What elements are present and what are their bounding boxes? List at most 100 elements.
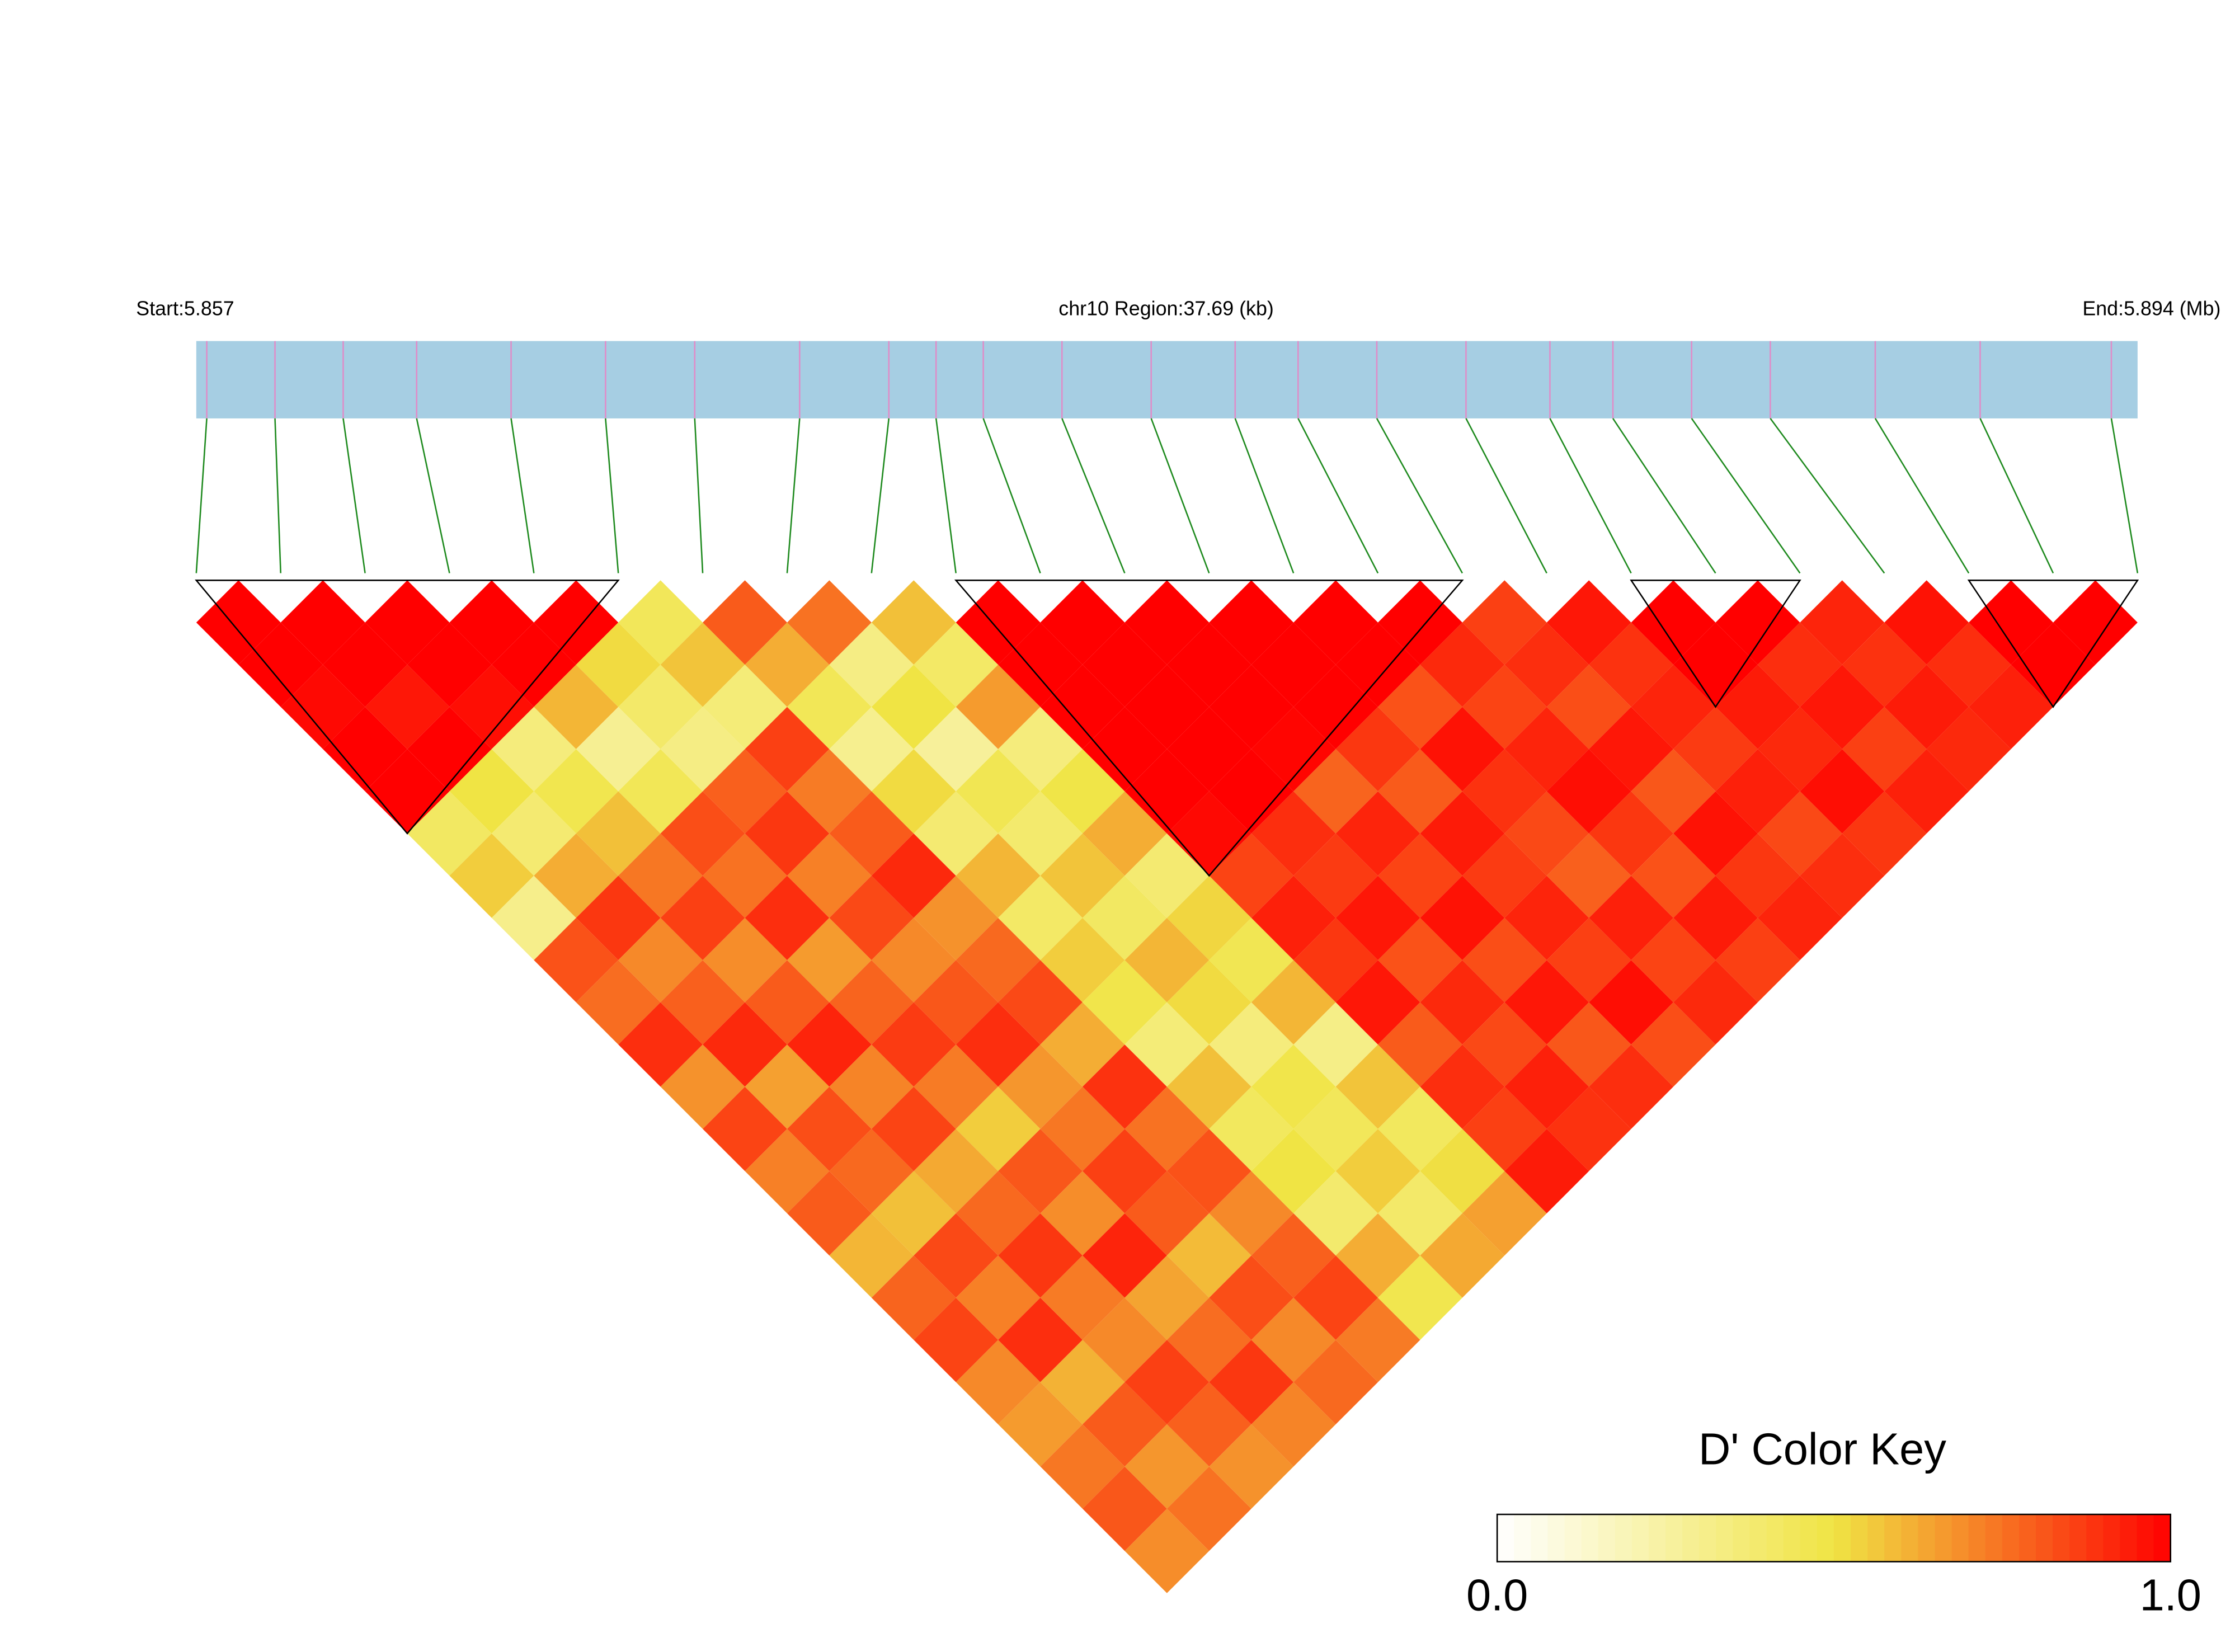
color-key-swatch bbox=[1733, 1514, 1751, 1562]
ld-cell bbox=[407, 791, 492, 876]
color-key-swatch bbox=[1514, 1514, 1532, 1562]
color-key-swatch bbox=[1867, 1514, 1885, 1562]
snp-connector bbox=[416, 418, 450, 573]
ld-cell bbox=[1546, 580, 1631, 665]
snp-connector bbox=[195, 418, 208, 573]
ld-cell bbox=[1166, 1128, 1251, 1213]
ld-cell bbox=[745, 707, 830, 792]
color-key-swatch bbox=[2036, 1514, 2053, 1562]
snp-connector bbox=[1691, 418, 1801, 574]
color-key-swatch bbox=[1800, 1514, 1818, 1562]
ld-cells bbox=[196, 580, 2138, 1593]
ld-cell bbox=[1631, 580, 1716, 665]
color-key-swatch bbox=[2018, 1514, 2036, 1562]
snp-connector bbox=[274, 418, 281, 573]
snp-connector bbox=[1612, 418, 1716, 574]
end-label: End:5.894 (Mb) bbox=[2082, 298, 2220, 320]
color-key-tick-label: 0.0 bbox=[1466, 1570, 1528, 1620]
color-key-swatch bbox=[1951, 1514, 1969, 1562]
ld-cell bbox=[1124, 1086, 1210, 1171]
snp-connector bbox=[786, 418, 801, 573]
ld-block-outline bbox=[1630, 580, 1801, 708]
snp-connector bbox=[1979, 418, 2054, 574]
snp-connector bbox=[1874, 418, 1970, 574]
ld-cell bbox=[1504, 1128, 1589, 1213]
color-key-swatch bbox=[1564, 1514, 1582, 1562]
ld-block-outline bbox=[954, 580, 1464, 877]
chart-title: chr10 Region:37.69 (kb) bbox=[1058, 298, 1274, 320]
color-key-frame bbox=[1496, 1513, 2172, 1562]
snp-connector bbox=[1061, 418, 1126, 573]
color-key-swatch bbox=[2002, 1514, 2020, 1562]
ld-cell bbox=[280, 580, 365, 665]
ld-cell bbox=[1166, 1044, 1251, 1129]
color-key-swatch bbox=[1497, 1514, 1514, 1562]
ld-cell bbox=[1715, 833, 1800, 918]
ld-cell bbox=[2053, 580, 2138, 665]
ld-cell bbox=[365, 580, 450, 665]
ld-cell bbox=[1462, 1171, 1547, 1256]
ld-cell bbox=[1462, 580, 1547, 665]
ld-cell bbox=[534, 580, 619, 665]
color-key-swatch bbox=[1935, 1514, 1952, 1562]
ld-cell bbox=[196, 580, 281, 665]
color-key-swatch bbox=[2120, 1514, 2138, 1562]
color-key-swatch bbox=[1615, 1514, 1632, 1562]
ld-cell bbox=[914, 1297, 999, 1382]
snp-connector bbox=[1297, 418, 1379, 574]
snp-connector bbox=[1376, 418, 1464, 574]
snp-connector bbox=[1770, 418, 1885, 574]
ld-cell bbox=[1462, 833, 1547, 918]
color-key-title: D' Color Key bbox=[1698, 1424, 1946, 1474]
ld-cell bbox=[1124, 580, 1210, 665]
ld-cell bbox=[1166, 791, 1251, 876]
color-key-swatch bbox=[1648, 1514, 1666, 1562]
color-key-swatch bbox=[2086, 1514, 2104, 1562]
color-key-swatch bbox=[1665, 1514, 1683, 1562]
snp-connector bbox=[2110, 418, 2139, 573]
ld-cell bbox=[1715, 917, 1800, 1003]
ld-cell bbox=[1504, 707, 1589, 792]
color-key-swatch bbox=[2069, 1514, 2087, 1562]
color-key-swatch bbox=[1884, 1514, 1902, 1562]
ld-cell bbox=[1462, 917, 1547, 1003]
snp-connector bbox=[935, 418, 957, 573]
ld-cell bbox=[914, 791, 999, 876]
ld-cell bbox=[660, 707, 745, 792]
color-key-swatch bbox=[1766, 1514, 1784, 1562]
ld-cell bbox=[449, 580, 534, 665]
snp-connector bbox=[510, 418, 535, 573]
snp-connector bbox=[871, 418, 890, 573]
ld-cell bbox=[1673, 707, 1758, 792]
snp-connector bbox=[694, 418, 704, 573]
color-key-swatch bbox=[1851, 1514, 1868, 1562]
ld-cell bbox=[323, 707, 408, 792]
color-key-swatch bbox=[2053, 1514, 2070, 1562]
snp-connector bbox=[1234, 418, 1295, 573]
color-key-swatch bbox=[1531, 1514, 1549, 1562]
ld-cell bbox=[787, 917, 872, 1003]
color-key-swatch bbox=[1547, 1514, 1565, 1562]
ld-cell bbox=[703, 749, 787, 834]
color-key-swatch bbox=[2153, 1514, 2171, 1562]
ld-cell bbox=[703, 1086, 787, 1171]
ld-cell bbox=[1335, 707, 1420, 792]
color-key-swatch bbox=[1833, 1514, 1851, 1562]
color-key-swatch bbox=[1598, 1514, 1616, 1562]
ld-cell bbox=[491, 707, 576, 792]
ld-cell bbox=[956, 580, 1041, 665]
color-key-swatch bbox=[1716, 1514, 1734, 1562]
color-key-swatch bbox=[1783, 1514, 1801, 1562]
ld-cell bbox=[914, 622, 999, 707]
color-key-swatch bbox=[1682, 1514, 1700, 1562]
color-key-swatch bbox=[1817, 1514, 1834, 1562]
ld-block-outline bbox=[1967, 580, 2139, 708]
color-key-swatch bbox=[1985, 1514, 2003, 1562]
color-key-swatch bbox=[1699, 1514, 1717, 1562]
ld-cell bbox=[1546, 1086, 1631, 1171]
color-key-tick-label: 1.0 bbox=[2140, 1570, 2201, 1620]
ld-cell bbox=[1757, 707, 1842, 792]
snp-connector bbox=[1549, 418, 1632, 574]
ld-cell bbox=[1251, 707, 1336, 792]
